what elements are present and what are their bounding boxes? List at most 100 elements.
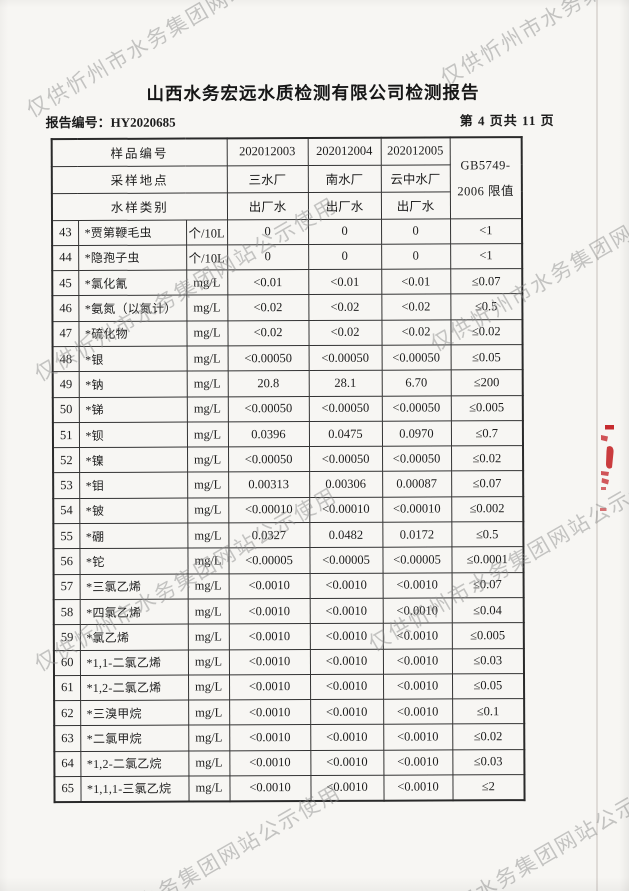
sample-3-value: <0.00005	[382, 547, 452, 573]
unit: mg/L	[187, 548, 229, 574]
sample-3-value: <0.00050	[382, 446, 452, 472]
sample-2-value: 0	[308, 244, 382, 270]
limit-column-header: GB5749- 2006 限值	[449, 137, 523, 219]
item-name: *二氯甲烷	[80, 725, 189, 752]
row-number: 62	[54, 700, 81, 727]
result-row: 64 *1,2-二氯乙烷 mg/L <0.0010 <0.0010 <0.0010 ≤0.0…	[54, 749, 525, 777]
result-row: 63 *二氯甲烷 mg/L <0.0010 <0.0010 <0.0010 ≤0.02	[54, 724, 525, 752]
limit-value: ≤200	[450, 369, 523, 396]
sample-2-value: <0.00050	[308, 345, 382, 371]
limit-value: ≤0.07	[450, 268, 523, 295]
unit: mg/L	[186, 345, 228, 372]
sample-2-value: <0.0010	[309, 623, 383, 650]
result-row: 58 *四氯乙烯 mg/L <0.0010 <0.0010 <0.0010 ≤0.04	[53, 597, 524, 625]
result-row: 46 *氨氮（以氮计） mg/L <0.02 <0.02 <0.02 ≤0.5	[52, 293, 523, 322]
report-number: 报告编号：HY2020685	[45, 114, 176, 130]
sample-2-value: <0.0010	[310, 749, 384, 776]
sample-2-type: 出厂水	[307, 191, 382, 220]
sample-3-value: <0.0010	[383, 749, 453, 776]
sample-3-value: 0.0172	[382, 521, 452, 548]
item-name: *氯乙烯	[79, 624, 188, 651]
row-number: 65	[54, 776, 81, 802]
limit-value: ≤0.03	[451, 648, 525, 674]
unit: mg/L	[186, 396, 228, 422]
result-row: 61 *1,2-二氯乙烯 mg/L <0.0010 <0.0010 <0.0010 ≤0.0…	[54, 673, 525, 701]
row-number: 46	[52, 295, 79, 322]
limit-value: ≤0.1	[452, 698, 525, 725]
result-row: 55 *硼 mg/L 0.0327 0.0482 0.0172 ≤0.5	[53, 521, 524, 549]
limit-value: <1	[450, 218, 523, 244]
row-number: 59	[53, 624, 80, 651]
item-name: *氨氮（以氮计）	[78, 295, 187, 322]
row-number: 60	[53, 650, 81, 676]
limit-value: ≤0.07	[451, 572, 524, 598]
result-row: 65 *1,1,1-三氯乙烷 mg/L <0.0010 <0.0010 <0.0010 ≤2	[54, 774, 525, 802]
result-row: 52 *镍 mg/L <0.00050 <0.00050 <0.00050 ≤0.02	[53, 445, 524, 474]
report-info-row: 报告编号：HY2020685 第 4 页共 11 页	[46, 110, 555, 130]
sample-2-value: <0.00050	[308, 395, 382, 422]
sample-2-value: <0.0010	[310, 699, 384, 725]
item-name: *钡	[78, 421, 188, 448]
unit: mg/L	[187, 573, 229, 600]
sample-2-value: <0.0010	[310, 674, 384, 700]
row-number: 49	[52, 371, 79, 398]
limit-value: ≤0.07	[451, 471, 524, 497]
result-row: 60 *1,1-二氯乙烯 mg/L <0.0010 <0.0010 <0.0010 ≤0.0…	[53, 648, 525, 676]
sample-3-value: <0.0010	[383, 774, 453, 801]
limit-value: ≤0.5	[450, 293, 523, 320]
unit: mg/L	[187, 522, 229, 549]
sample-3-value: <0.02	[381, 319, 451, 346]
row-number: 63	[54, 725, 81, 752]
sample-1-value: <0.0010	[229, 699, 311, 726]
sample-type-label: 水样类别	[51, 192, 228, 221]
sample-1-id: 202012003	[226, 138, 308, 166]
sample-1-value: 0	[227, 244, 309, 270]
sample-id-row: 样品编号 202012003 202012004 202012005 GB574…	[51, 137, 523, 219]
sample-2-value: <0.00010	[309, 496, 383, 523]
unit: mg/L	[187, 598, 229, 625]
unit: mg/L	[187, 497, 229, 524]
item-name: *铍	[79, 497, 188, 524]
sample-3-value: 6.70	[381, 370, 451, 396]
row-number: 58	[53, 599, 80, 625]
sample-id-label: 样品编号	[51, 138, 227, 167]
row-number: 57	[53, 574, 80, 600]
sample-2-value: <0.00050	[309, 446, 383, 472]
result-row: 48 *银 mg/L <0.00050 <0.00050 <0.00050 ≤0.05	[52, 344, 523, 372]
limit-header-line1: GB5749-	[460, 157, 511, 173]
row-number: 45	[52, 270, 79, 297]
item-name: *氯化氰	[78, 270, 187, 296]
sample-1-value: <0.02	[227, 294, 309, 321]
item-name: *钼	[79, 472, 188, 499]
unit: mg/L	[186, 320, 228, 347]
sample-3-value: <0.0010	[382, 597, 452, 624]
result-row: 56 *铊 mg/L <0.00005 <0.00005 <0.00005 ≤0.0001	[53, 546, 524, 575]
table-header: 样品编号 202012003 202012004 202012005 GB574…	[51, 137, 523, 221]
row-number: 64	[54, 751, 81, 777]
sample-3-value: <0.0010	[383, 724, 453, 750]
unit: mg/L	[188, 775, 230, 802]
limit-value: ≤0.03	[452, 749, 525, 775]
sample-1-value: <0.00050	[227, 396, 309, 422]
limit-value: ≤2	[452, 774, 525, 801]
result-row: 54 *铍 mg/L <0.00010 <0.00010 <0.00010 ≤0.002	[53, 496, 524, 524]
result-row: 53 *钼 mg/L 0.00313 0.00306 0.00087 ≤0.07	[53, 471, 524, 499]
item-name: *钠	[78, 371, 187, 398]
row-number: 47	[52, 321, 79, 347]
item-name: *四氯乙烯	[79, 599, 188, 625]
sample-2-value: 0.0482	[309, 522, 383, 548]
sample-2-value: 0.00306	[309, 471, 383, 498]
unit: mg/L	[186, 269, 228, 296]
result-row: 43 *贾第鞭毛虫 个/10L 0 0 0 <1	[52, 218, 523, 246]
sample-3-value: <0.0010	[382, 623, 452, 649]
sample-2-value: <0.0010	[309, 572, 383, 599]
result-row: 49 *钠 mg/L 20.8 28.1 6.70 ≤200	[52, 369, 523, 398]
unit: mg/L	[186, 371, 228, 397]
item-name: *隐孢子虫	[78, 244, 187, 271]
limit-value: ≤0.02	[451, 445, 524, 472]
row-number: 61	[54, 675, 81, 701]
result-row: 59 *氯乙烯 mg/L <0.0010 <0.0010 <0.0010 ≤0.005	[53, 622, 524, 651]
sample-3-type: 出厂水	[380, 191, 451, 219]
row-number: 44	[52, 245, 79, 271]
sample-2-value: <0.0010	[309, 598, 383, 624]
